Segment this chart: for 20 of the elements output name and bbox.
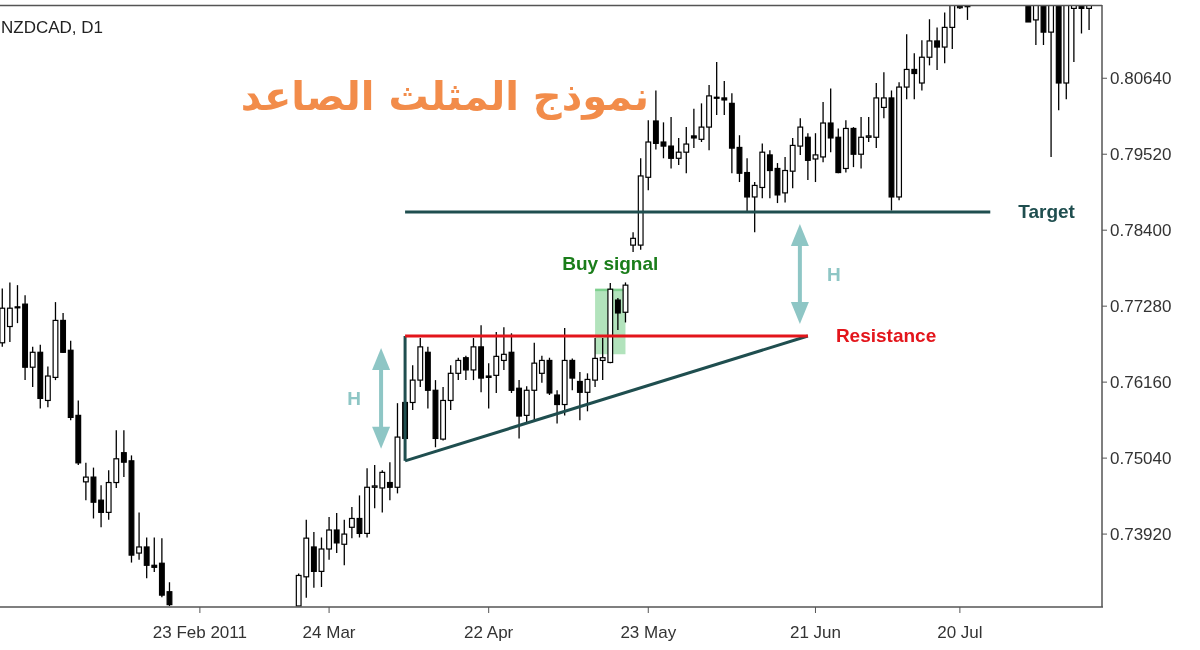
y-tick-label: 0.80640 xyxy=(1110,69,1172,89)
x-tick-label: 24 Mar xyxy=(302,623,356,642)
x-tick-label: 21 Jun xyxy=(789,623,841,642)
series-label: Resistance xyxy=(835,325,937,347)
x-tick-label: 23 May xyxy=(620,623,677,642)
x-tick-label: 23 Feb 2011 xyxy=(152,623,247,642)
y-tick-label: 0.73920 xyxy=(1110,525,1172,545)
annotation: Buy signal xyxy=(562,252,659,274)
y-tick-label: 0.76160 xyxy=(1110,373,1172,393)
annotation: H xyxy=(347,388,361,410)
y-tick-label: 0.77280 xyxy=(1110,297,1172,317)
x-tick-label: 20 Jul xyxy=(937,623,983,642)
y-tick-label: 0.75040 xyxy=(1110,449,1172,469)
text: نموذج المثلث الصاعد xyxy=(240,73,650,120)
y-tick-label: 0.79520 xyxy=(1110,145,1172,165)
text: NZDCAD, D1 xyxy=(1,18,104,37)
x-tick-label: 22 Apr xyxy=(464,623,514,642)
annotation: H xyxy=(827,263,841,285)
series-label: Target xyxy=(1018,200,1076,222)
y-tick-label: 0.78400 xyxy=(1110,221,1172,241)
